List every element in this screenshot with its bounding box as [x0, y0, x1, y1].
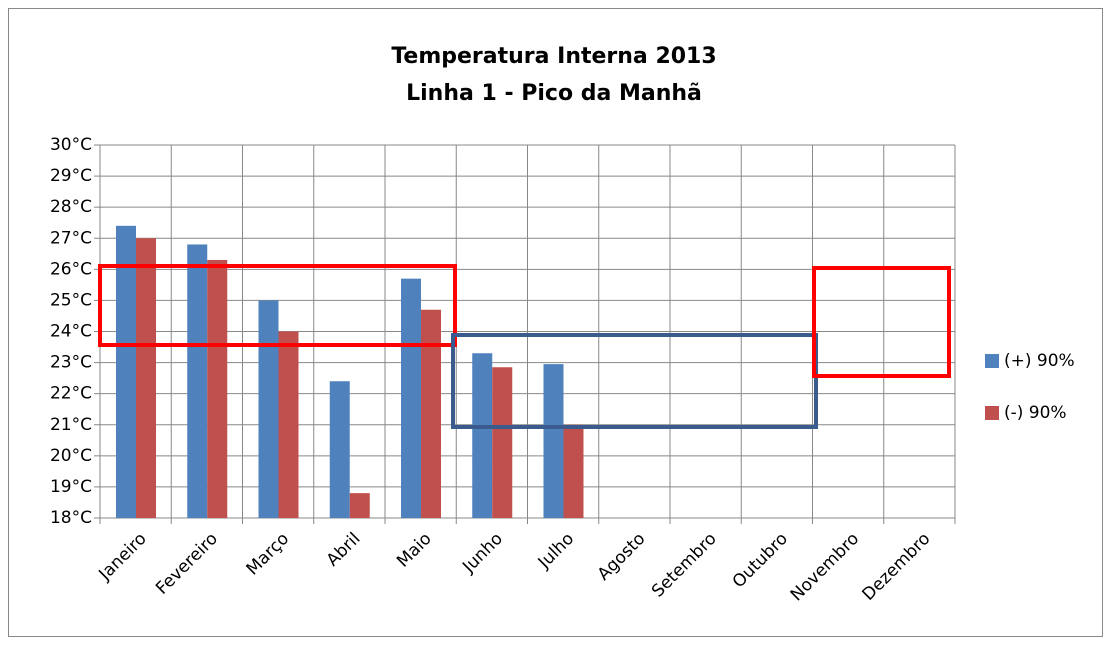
y-tick-label: 19°C — [50, 477, 92, 497]
bar — [401, 278, 421, 518]
bar — [421, 309, 441, 518]
bar — [543, 364, 564, 518]
y-tick-label: 23°C — [50, 353, 92, 373]
chart-title: Temperatura Interna 2013 — [391, 44, 716, 69]
bar — [187, 244, 208, 518]
bar — [472, 353, 493, 518]
highlight-box — [98, 264, 457, 347]
y-tick-label: 30°C — [50, 135, 92, 155]
y-tick-label: 29°C — [50, 166, 92, 186]
y-tick-label: 20°C — [50, 446, 92, 466]
y-tick-label: 18°C — [50, 508, 92, 528]
y-tick-label: 24°C — [50, 322, 92, 342]
legend-swatch — [985, 406, 999, 420]
y-tick-label: 27°C — [50, 228, 92, 248]
bar — [258, 300, 279, 518]
y-tick-label: 28°C — [50, 197, 92, 217]
bar — [116, 225, 136, 519]
bar — [492, 367, 513, 518]
legend-label: (+) 90% — [1004, 351, 1075, 371]
y-tick-label: 21°C — [50, 415, 92, 435]
highlight-box — [812, 266, 951, 378]
y-tick-label: 22°C — [50, 384, 92, 404]
bar — [349, 493, 370, 518]
y-tick-label: 25°C — [50, 290, 92, 310]
bar — [278, 331, 299, 518]
legend-label: (-) 90% — [1004, 403, 1067, 423]
bar — [329, 381, 350, 518]
chart-subtitle: Linha 1 - Pico da Manhã — [406, 81, 702, 106]
legend-swatch — [985, 354, 999, 368]
highlight-box — [451, 333, 818, 429]
bar — [136, 238, 156, 518]
y-tick-label: 26°C — [50, 259, 92, 279]
bar — [207, 260, 228, 518]
bar — [563, 424, 584, 518]
